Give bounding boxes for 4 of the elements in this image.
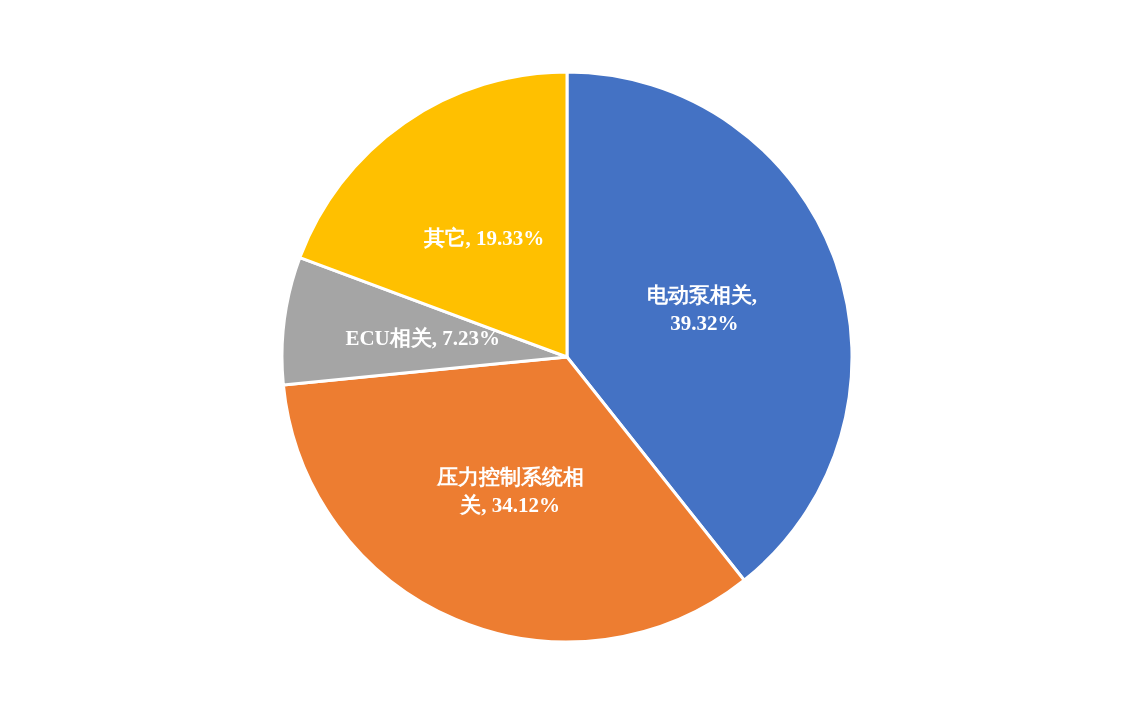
slice-label: 压力控制系统相关, 34.12% <box>435 464 584 517</box>
slice-label: 电动泵相关, 39.32% <box>646 283 763 336</box>
slice-label: ECU相关, 7.23% <box>345 326 501 351</box>
slice-label: 其它, 19.33% <box>422 225 545 250</box>
